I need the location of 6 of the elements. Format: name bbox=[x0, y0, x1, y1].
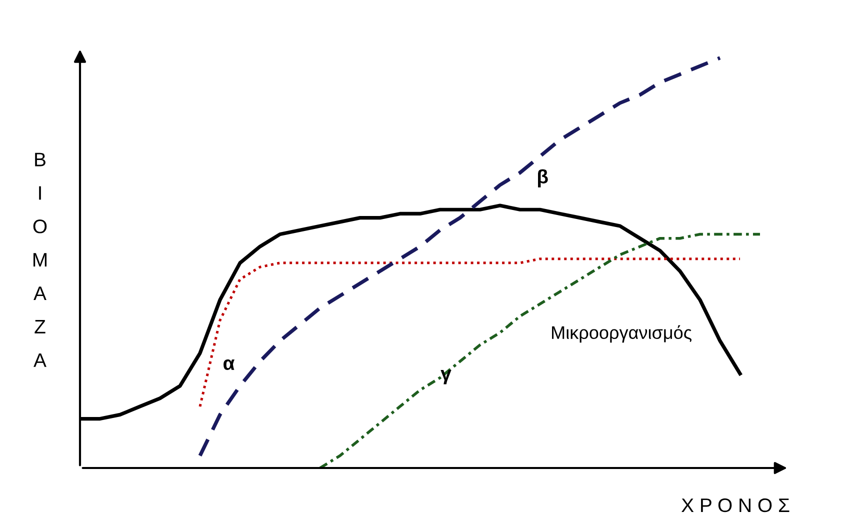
series-label: α bbox=[224, 359, 235, 370]
x-axis-title: Χ Ρ Ο Ν Ο Σ bbox=[682, 498, 790, 512]
series-label: Μικροοργανισμός bbox=[552, 325, 692, 343]
y-axis-title: ΒΙΟΜΑΖΑ bbox=[33, 152, 47, 367]
series-label: γ bbox=[440, 370, 452, 384]
series-label: β bbox=[538, 169, 548, 188]
